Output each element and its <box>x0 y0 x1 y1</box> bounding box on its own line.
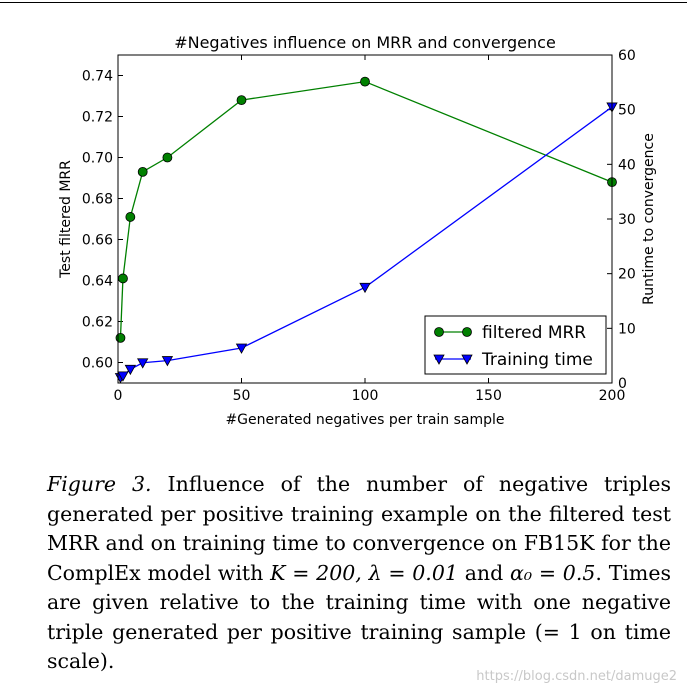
y-right-tick-label: 40 <box>618 157 636 173</box>
y-left-axis-label: Test filtered MRR <box>58 160 74 279</box>
y-left-tick-label: 0.70 <box>82 151 113 167</box>
data-point-training-time <box>359 282 371 294</box>
caption-math-2: α₀ = 0.5 <box>510 560 596 585</box>
figure-caption: Figure 3. Influence of the number of neg… <box>47 470 671 677</box>
y-right-tick-label: 60 <box>618 48 636 64</box>
y-right-tick-label: 50 <box>618 103 636 119</box>
data-point-filtered-mrr <box>125 212 136 222</box>
legend-label-filtered-mrr: filtered MRR <box>482 323 586 343</box>
series-line-filtered-mrr <box>119 80 613 338</box>
x-tick-label: 100 <box>352 388 379 404</box>
data-point-filtered-mrr <box>162 152 173 163</box>
data-point-training-time <box>117 371 129 382</box>
top-rule <box>0 2 687 3</box>
x-tick-label: 50 <box>233 388 251 404</box>
plot-frame <box>117 54 613 384</box>
data-point-filtered-mrr <box>236 95 247 105</box>
watermark: https://blog.csdn.net/damuge2 <box>476 669 677 684</box>
y-right-tick-label: 0 <box>618 376 627 392</box>
y-right-tick-label: 10 <box>618 321 636 337</box>
x-axis-label: #Generated negatives per train sample <box>225 412 504 428</box>
data-point-filtered-mrr <box>360 76 370 87</box>
caption-text-3: . Times are given relative to the traini… <box>47 560 672 674</box>
caption-label: Figure 3. <box>47 472 152 496</box>
caption-math: K = 200, λ = 0.01 <box>270 560 458 585</box>
y-left-tick-label: 0.68 <box>82 192 113 208</box>
y-left-tick-label: 0.60 <box>82 356 113 372</box>
data-point-filtered-mrr <box>137 166 148 177</box>
legend-marker-training-time <box>461 354 473 365</box>
legend-marker-filtered-mrr <box>462 327 472 337</box>
y-left-tick-label: 0.66 <box>82 233 113 249</box>
data-point-training-time <box>137 358 149 369</box>
caption-text-1: Influence of the number of negative trip… <box>47 472 671 585</box>
y-right-axis-label: Runtime to convergence <box>641 133 657 305</box>
y-right-tick-label: 20 <box>618 267 636 283</box>
x-tick-label: 200 <box>599 388 626 404</box>
y-left-tick-label: 0.64 <box>82 274 113 290</box>
chart-title: #Negatives influence on MRR and converge… <box>174 33 556 52</box>
legend-box <box>424 315 607 375</box>
data-point-training-time <box>124 364 137 376</box>
legend-marker-training-time <box>433 354 445 365</box>
x-tick-label: 0 <box>114 388 123 404</box>
data-point-training-time <box>235 343 248 354</box>
y-left-tick-label: 0.74 <box>82 69 113 85</box>
data-point-filtered-mrr <box>115 332 126 343</box>
chart: #Negatives influence on MRR and converge… <box>58 33 657 428</box>
legend-marker-filtered-mrr <box>434 327 444 337</box>
y-right-tick-label: 30 <box>618 212 636 228</box>
x-tick-label: 150 <box>475 388 502 404</box>
y-left-tick-label: 0.62 <box>82 315 113 331</box>
caption-text-2: and <box>457 560 511 585</box>
legend-label-training-time: Training time <box>481 350 593 370</box>
data-point-training-time <box>161 356 174 367</box>
data-point-filtered-mrr <box>118 273 128 284</box>
y-left-tick-label: 0.72 <box>82 110 113 126</box>
